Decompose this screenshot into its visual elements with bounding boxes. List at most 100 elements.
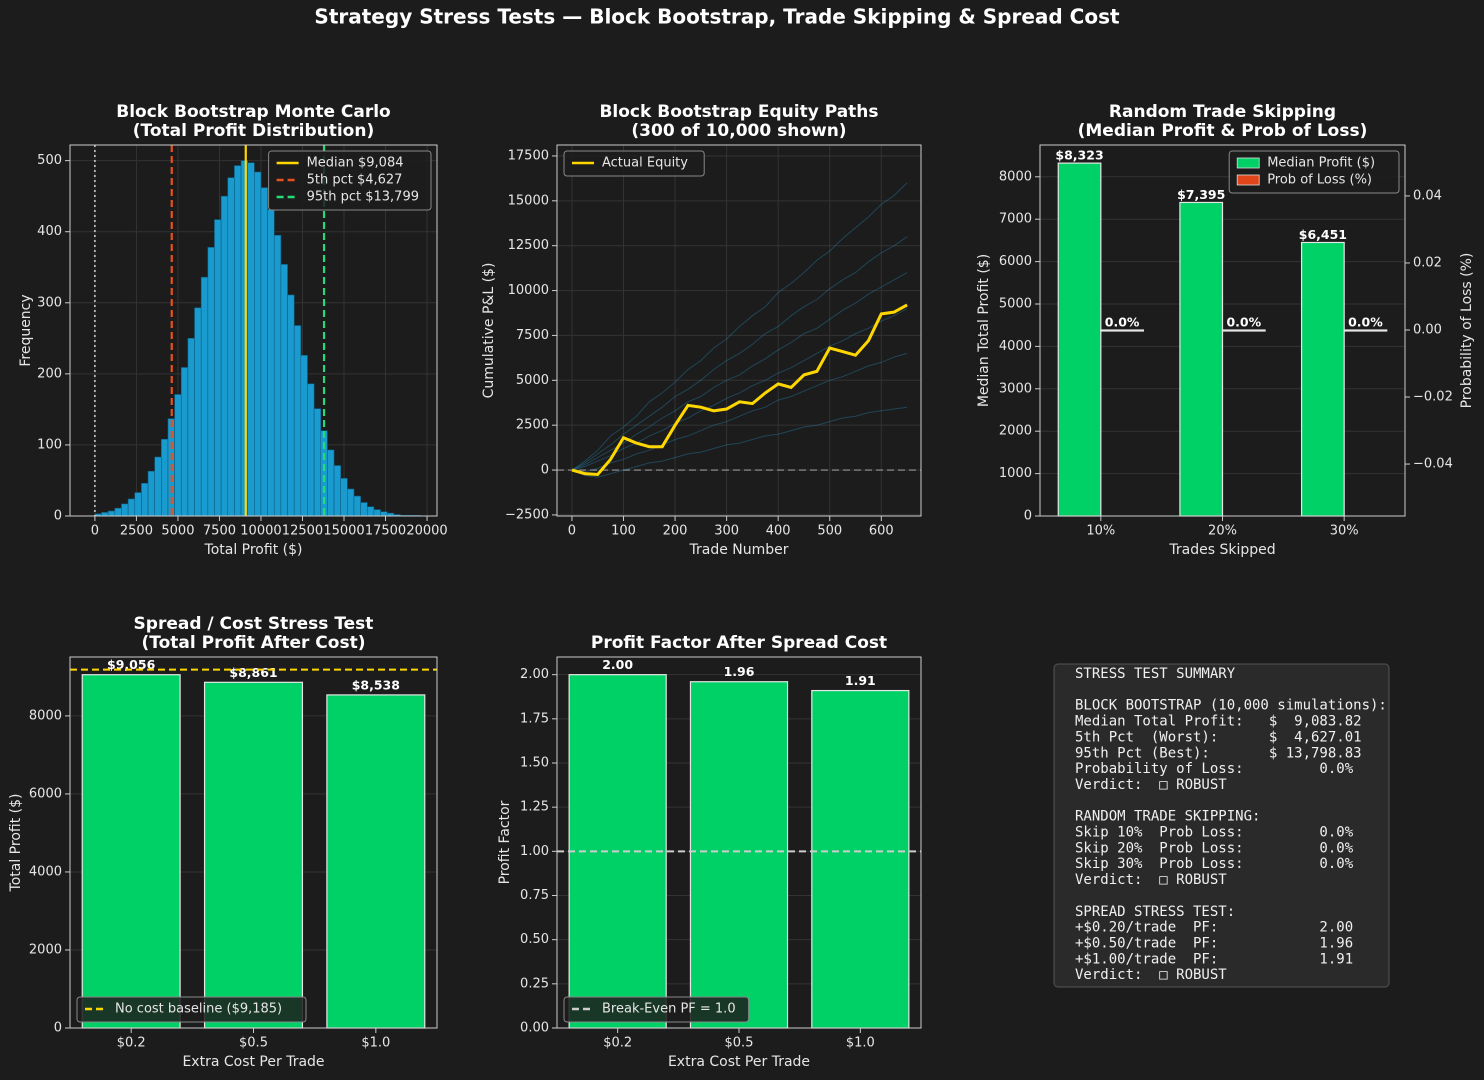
plot-frame	[69, 656, 438, 1029]
histogram-bar	[174, 394, 182, 517]
x-axis-label: Trade Number	[688, 542, 788, 558]
x-axis-label: Trades Skipped	[1168, 542, 1275, 558]
x-tick-label: 300	[714, 524, 739, 539]
x-axis-label: Extra Cost Per Trade	[182, 1054, 324, 1070]
y-axis-label: Cumulative P&L ($)	[481, 263, 497, 399]
chart-title: (Total Profit After Cost)	[142, 633, 366, 653]
histogram-bar	[114, 507, 122, 517]
chart-title: Spread / Cost Stress Test	[134, 614, 374, 634]
legend-label: Actual Equity	[602, 156, 688, 171]
legend-box	[76, 996, 307, 1023]
x-tick-label: $0.2	[117, 1036, 146, 1051]
value-label: 2.00	[602, 657, 633, 672]
y-tick-label: 5000	[999, 297, 1032, 312]
histogram-bar	[287, 294, 295, 517]
bar	[811, 689, 910, 1029]
chart-title: Block Bootstrap Equity Paths	[599, 102, 878, 122]
equity-line	[571, 406, 908, 478]
histogram-bar	[260, 187, 268, 517]
y-tick-label: 1000	[999, 466, 1032, 481]
y-tick-label: 3000	[999, 381, 1032, 396]
plot-frame	[69, 144, 438, 517]
x-tick-label: 12500	[282, 524, 323, 539]
value-label: $7,395	[1177, 187, 1225, 202]
x-tick-label: $0.5	[725, 1036, 754, 1051]
x-tick-label: 2500	[120, 524, 153, 539]
x-tick-label: 5000	[161, 524, 194, 539]
summary-line: BLOCK BOOTSTRAP (10,000 simulations):	[1075, 698, 1387, 714]
summary-line: Skip 30% Prob Loss: 0.0%	[1075, 856, 1354, 872]
summary-line: Verdict: □ ROBUST	[1075, 872, 1227, 888]
y-axis-label: Median Total Profit ($)	[976, 254, 992, 407]
summary-line: RANDOM TRADE SKIPPING:	[1075, 809, 1260, 825]
legend-swatch	[1236, 174, 1260, 186]
histogram-bar	[247, 162, 255, 517]
y-tick-label: 6000	[29, 786, 62, 801]
histogram-bar	[207, 247, 215, 517]
legend-box	[268, 150, 432, 211]
histogram-bar	[333, 465, 341, 517]
summary-line: 5th Pct (Worst): $ 4,627.01	[1075, 729, 1362, 745]
figure-title: Strategy Stress Tests — Block Bootstrap,…	[314, 5, 1120, 29]
y-tick-label: 12500	[508, 238, 549, 253]
y-tick-label: 1.75	[520, 711, 549, 726]
histogram-bar	[154, 456, 162, 517]
y-tick-label: 200	[37, 366, 62, 381]
x-tick-label: 10000	[240, 524, 281, 539]
x-tick-label: 15000	[323, 524, 364, 539]
bar	[326, 694, 426, 1029]
x-tick-label: 0	[91, 524, 99, 539]
legend-box	[563, 150, 705, 177]
chart-title: (Median Profit & Prob of Loss)	[1078, 121, 1368, 141]
value-label: 0.0%	[1226, 314, 1261, 329]
histogram-bar	[327, 449, 335, 517]
chart-title: Random Trade Skipping	[1109, 102, 1336, 122]
value-label: 1.96	[724, 664, 755, 679]
histogram-bar	[340, 478, 348, 517]
x-tick-label: 30%	[1330, 524, 1359, 539]
histogram-bar	[134, 492, 142, 517]
y2-tick-label: −0.02	[1413, 390, 1453, 405]
histogram-bar	[300, 355, 308, 517]
y-tick-label: 300	[37, 295, 62, 310]
plot-frame	[556, 656, 922, 1029]
histogram-bar	[366, 506, 375, 517]
value-label: 0.0%	[1105, 314, 1140, 329]
x-tick-label: 600	[869, 524, 894, 539]
y-tick-label: 17500	[508, 148, 549, 163]
y-tick-label: 1.00	[520, 844, 549, 859]
y-tick-label: 8000	[999, 169, 1032, 184]
legend-box	[563, 996, 750, 1023]
y-tick-label: 7000	[999, 212, 1032, 227]
legend-label: Median Profit ($)	[1267, 156, 1375, 171]
y-tick-label: 1.25	[520, 800, 549, 815]
y-tick-label: 2.00	[520, 667, 549, 682]
summary-line: Skip 20% Prob Loss: 0.0%	[1075, 840, 1354, 856]
y-tick-label: 2500	[516, 418, 549, 433]
y-tick-label: 5000	[516, 373, 549, 388]
chart-title: Block Bootstrap Monte Carlo	[116, 102, 391, 122]
chart-title: (Total Profit Distribution)	[133, 121, 374, 141]
y-tick-label: 100	[37, 437, 62, 452]
y-tick-label: 0.25	[520, 976, 549, 991]
equity-line	[571, 182, 908, 471]
histogram-bar	[147, 470, 155, 517]
value-label: $8,323	[1055, 148, 1103, 163]
x-tick-label: 7500	[203, 524, 236, 539]
histogram-bar	[180, 367, 189, 517]
x-tick-label: 200	[663, 524, 688, 539]
x-tick-label: $1.0	[846, 1036, 875, 1051]
y-tick-label: 2000	[29, 942, 62, 957]
x-tick-label: 20000	[406, 524, 447, 539]
legend-label: Break-Even PF = 1.0	[602, 1002, 736, 1017]
y2-tick-label: 0.02	[1413, 255, 1442, 270]
x-tick-label: 10%	[1086, 524, 1115, 539]
legend-label: Prob of Loss (%)	[1267, 173, 1372, 188]
x-tick-label: 400	[766, 524, 791, 539]
histogram-bar	[187, 338, 195, 517]
y-tick-label: 10000	[508, 283, 549, 298]
summary-line: +$1.00/trade PF: 1.91	[1075, 951, 1353, 967]
y-axis-label: Total Profit ($)	[8, 794, 24, 893]
